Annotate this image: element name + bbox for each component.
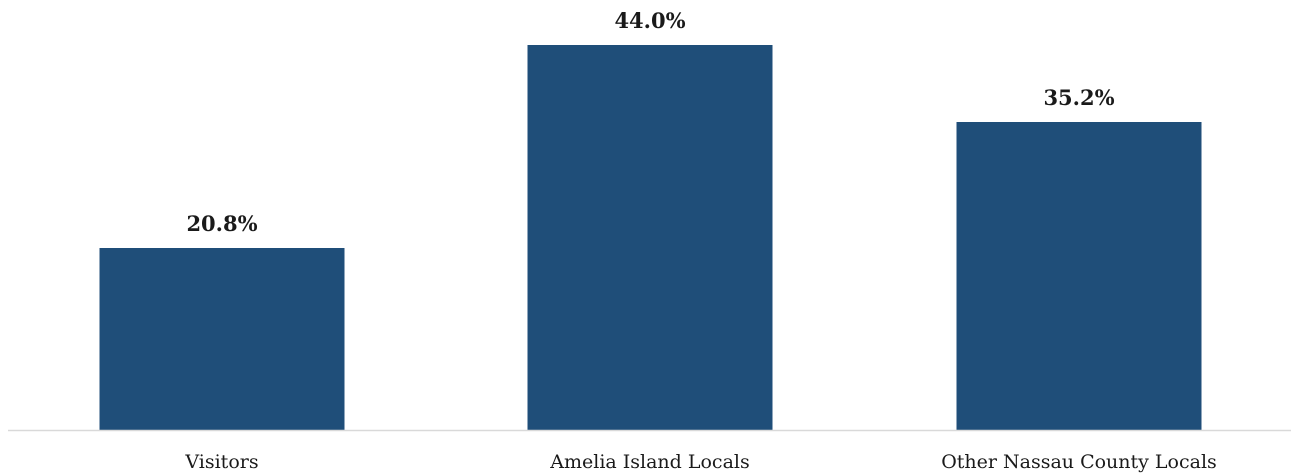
value-label-other-nassau-county-locals: 35.2% [1043,85,1114,110]
value-label-amelia-island-locals: 44.0% [614,8,685,33]
bar-visitors [99,248,345,430]
x-tick-label-visitors: Visitors [184,451,258,473]
x-tick-label-amelia-island-locals: Amelia Island Locals [549,451,749,473]
x-tick-label-other-nassau-county-locals: Other Nassau County Locals [941,451,1217,473]
value-labels-group: 20.8% 44.0% 35.2% [186,8,1114,236]
bar-amelia-island-locals [527,45,773,430]
value-label-visitors: 20.8% [186,211,257,236]
bar-other-nassau-county-locals [956,122,1202,430]
x-tick-labels-group: Visitors Amelia Island Locals Other Nassau… [184,451,1216,473]
bars-group [99,45,1202,430]
